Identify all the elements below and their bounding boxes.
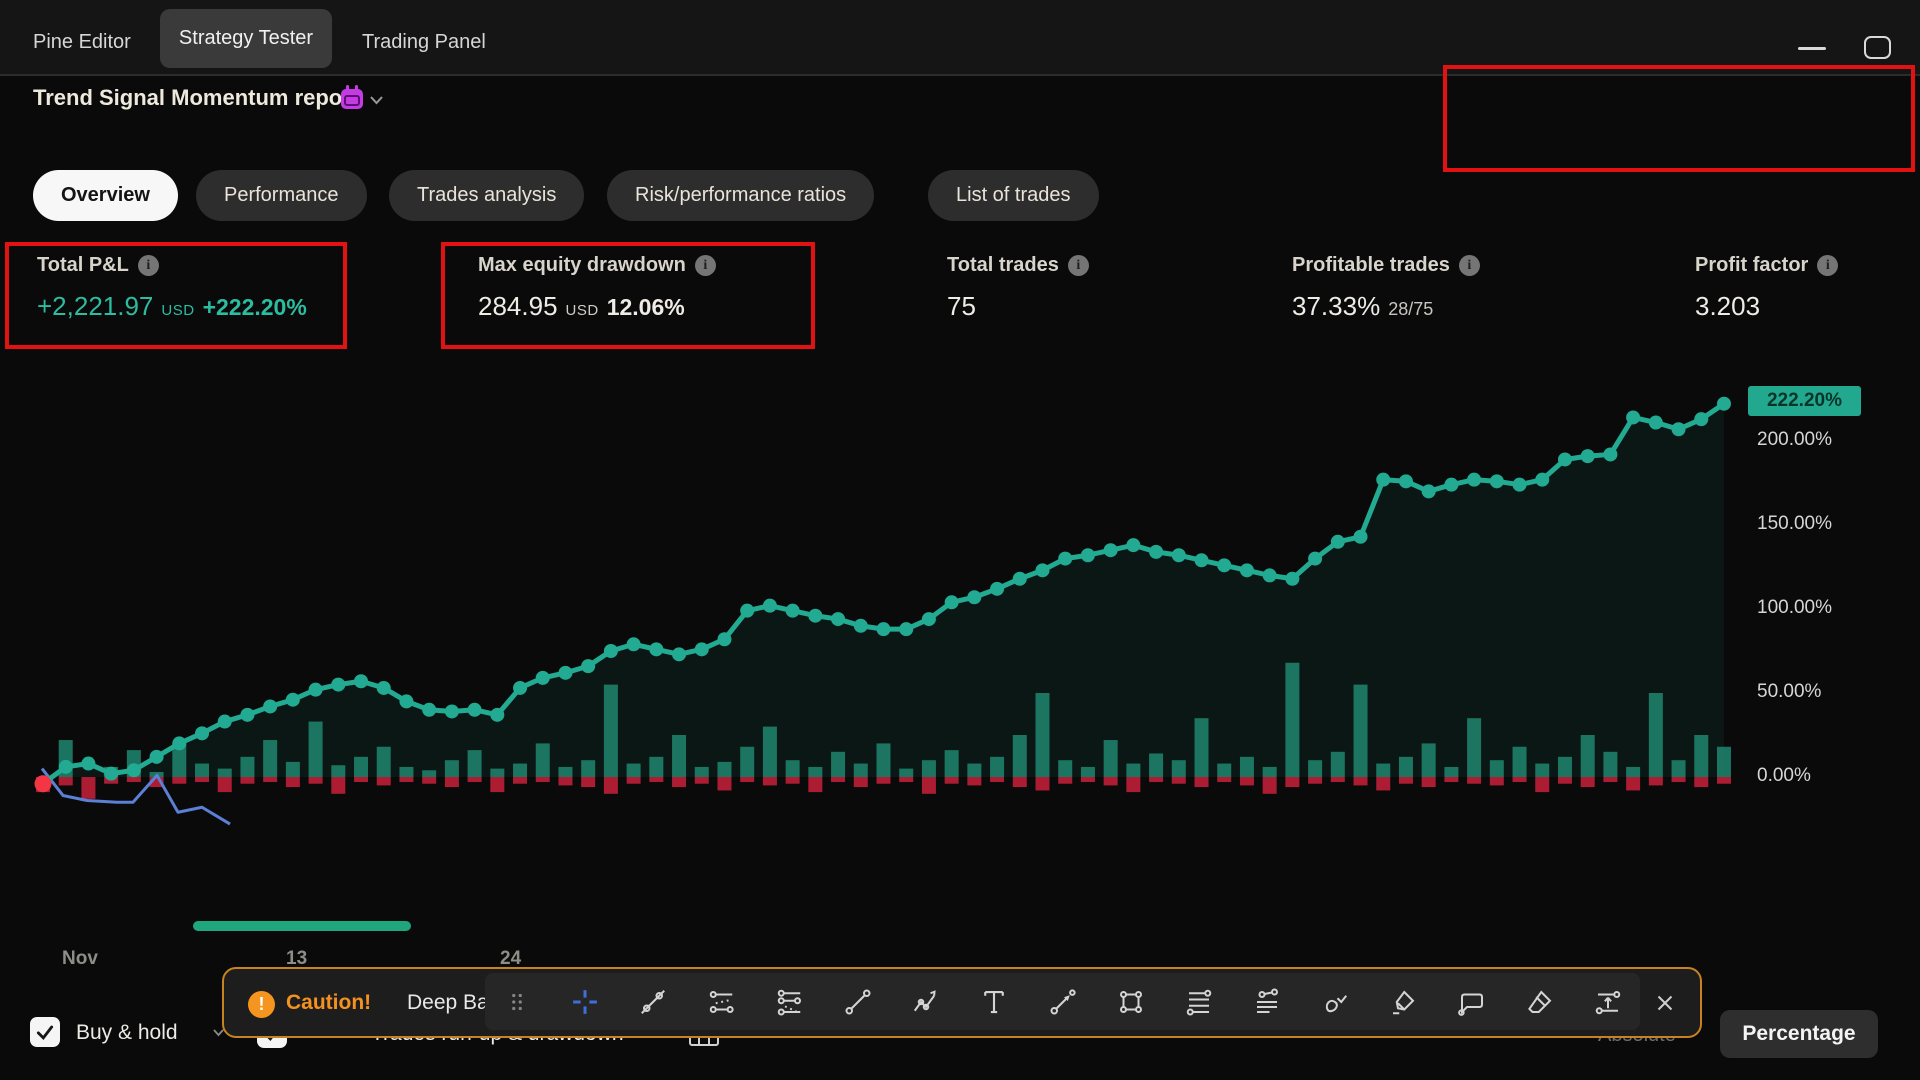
percentage-button[interactable]: Percentage	[1720, 1010, 1878, 1058]
chart-scrollbar[interactable]	[193, 921, 411, 931]
stat-value: +2,221.97	[37, 291, 154, 321]
report-calendar-icon	[341, 85, 363, 109]
disjoint-channel-icon[interactable]	[770, 982, 810, 1022]
date-range-selector[interactable]: Jan 1, 2025 — Dec 5, 2025	[1443, 65, 1915, 172]
tab-list-of-trades[interactable]: List of trades	[928, 170, 1099, 221]
stat-label: Profit factor	[1695, 254, 1809, 276]
fib-retracement-icon[interactable]	[1179, 982, 1219, 1022]
info-icon[interactable]	[137, 255, 159, 276]
x-axis-label-24: 24	[500, 948, 522, 969]
x-axis-label-13: 13	[286, 948, 308, 969]
x-axis-label-nov: Nov	[62, 948, 98, 969]
stat-value: 3.203	[1695, 291, 1761, 321]
stat-profit-factor: Profit factor 3.203	[1695, 254, 1839, 322]
info-icon[interactable]	[1067, 255, 1089, 276]
rectangle-icon[interactable]	[1111, 982, 1151, 1022]
stat-label: Max equity drawdown	[478, 254, 686, 276]
current-value-badge: 222.20%	[1748, 386, 1861, 416]
tab-trades-analysis[interactable]: Trades analysis	[389, 170, 585, 221]
drawing-toolbar: Caution! Deep Ba	[222, 967, 1702, 1038]
stat-total-trades: Total trades 75	[947, 254, 1089, 322]
y-axis-tick: 150.00%	[1757, 513, 1833, 534]
crosshair-icon[interactable]	[565, 982, 605, 1022]
stat-value: 284.95	[478, 291, 558, 321]
report-title[interactable]: Trend Signal Momentum report	[33, 85, 359, 110]
window-top-bar: Pine Editor Strategy Tester Trading Pane…	[0, 0, 1920, 76]
minimize-icon[interactable]	[1798, 47, 1826, 50]
tab-strategy-tester[interactable]: Strategy Tester	[160, 9, 332, 68]
maximize-icon[interactable]	[1864, 36, 1891, 59]
warning-icon	[248, 991, 275, 1018]
info-icon[interactable]	[1817, 255, 1839, 276]
tab-risk-performance-ratios[interactable]: Risk/performance ratios	[607, 170, 875, 221]
stat-profitable-trades: Profitable trades 37.33%28/75	[1292, 254, 1480, 322]
tools-panel	[485, 973, 1640, 1030]
buy-hold-label: Buy & hold	[76, 1021, 178, 1044]
brush-icon[interactable]	[1315, 982, 1355, 1022]
checkmark-icon	[36, 1025, 54, 1040]
callout-icon[interactable]	[1452, 982, 1492, 1022]
stat-label: Total trades	[947, 254, 1059, 276]
tab-pine-editor[interactable]: Pine Editor	[33, 31, 131, 53]
y-axis-tick: 0.00%	[1757, 765, 1811, 786]
line-icon[interactable]	[838, 982, 878, 1022]
info-icon[interactable]	[694, 255, 716, 276]
caution-message: Deep Ba	[407, 991, 485, 1014]
caution-label: Caution!	[286, 991, 372, 1014]
y-axis-tick: 50.00%	[1757, 681, 1822, 702]
parallel-channel-icon[interactable]	[702, 982, 742, 1022]
measure-icon[interactable]	[1588, 982, 1628, 1022]
drag-handle-icon[interactable]	[497, 982, 537, 1022]
stat-label: Total P&L	[37, 254, 129, 276]
y-axis-tick: 100.00%	[1757, 597, 1833, 618]
trend-line-icon[interactable]	[633, 982, 673, 1022]
info-icon[interactable]	[1458, 255, 1480, 276]
tab-trading-panel[interactable]: Trading Panel	[362, 31, 486, 53]
stat-value: 37.33%	[1292, 291, 1381, 321]
stat-label: Profitable trades	[1292, 254, 1450, 276]
buy-hold-chevron-icon[interactable]	[212, 1028, 225, 1037]
pitchfork-icon[interactable]	[1247, 982, 1287, 1022]
highlighter-icon[interactable]	[1383, 982, 1423, 1022]
equity-chart[interactable]	[0, 360, 1920, 980]
pattern-icon[interactable]	[906, 982, 946, 1022]
report-dropdown-chevron-icon[interactable]	[369, 95, 384, 105]
stat-value: 75	[947, 291, 976, 321]
buy-hold-checkbox[interactable]	[30, 1017, 60, 1047]
y-axis-tick: 200.00%	[1757, 429, 1833, 450]
eraser-icon[interactable]	[1520, 982, 1560, 1022]
tab-overview[interactable]: Overview	[33, 170, 178, 221]
tab-performance[interactable]: Performance	[196, 170, 367, 221]
close-icon[interactable]	[1645, 983, 1685, 1023]
text-icon[interactable]	[974, 982, 1014, 1022]
arrow-marker-icon[interactable]	[1043, 982, 1083, 1022]
